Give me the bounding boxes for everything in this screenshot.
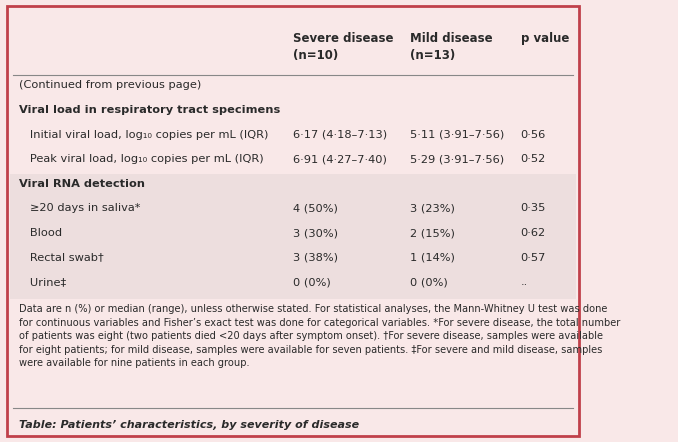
Text: Table: Patients’ characteristics, by severity of disease: Table: Patients’ characteristics, by sev… [19, 419, 359, 430]
FancyBboxPatch shape [10, 174, 576, 299]
Text: 0·56: 0·56 [521, 130, 546, 140]
Text: 0 (0%): 0 (0%) [410, 277, 447, 287]
Text: 5·11 (3·91–7·56): 5·11 (3·91–7·56) [410, 130, 504, 140]
Text: p value: p value [521, 32, 569, 45]
Text: 3 (38%): 3 (38%) [293, 253, 338, 263]
Text: 1 (14%): 1 (14%) [410, 253, 455, 263]
Text: Data are n (%) or median (range), unless otherwise stated. For statistical analy: Data are n (%) or median (range), unless… [19, 304, 620, 369]
Text: 0·35: 0·35 [521, 203, 546, 213]
Text: 0·57: 0·57 [521, 253, 546, 263]
Text: 2 (15%): 2 (15%) [410, 228, 455, 238]
Text: Urine‡: Urine‡ [19, 277, 66, 287]
Text: Viral load in respiratory tract specimens: Viral load in respiratory tract specimen… [19, 105, 280, 115]
Text: 3 (23%): 3 (23%) [410, 203, 455, 213]
Text: Initial viral load, log₁₀ copies per mL (IQR): Initial viral load, log₁₀ copies per mL … [19, 130, 268, 140]
Text: 4 (50%): 4 (50%) [293, 203, 338, 213]
Text: Severe disease
(n=10): Severe disease (n=10) [293, 32, 394, 62]
FancyBboxPatch shape [7, 6, 579, 436]
Text: 6·91 (4·27–7·40): 6·91 (4·27–7·40) [293, 154, 387, 164]
Text: Mild disease
(n=13): Mild disease (n=13) [410, 32, 492, 62]
Text: 0·62: 0·62 [521, 228, 546, 238]
Text: (Continued from previous page): (Continued from previous page) [19, 80, 201, 91]
Text: Peak viral load, log₁₀ copies per mL (IQR): Peak viral load, log₁₀ copies per mL (IQ… [19, 154, 264, 164]
Text: ≥20 days in saliva*: ≥20 days in saliva* [19, 203, 140, 213]
Text: 3 (30%): 3 (30%) [293, 228, 338, 238]
Text: 0·52: 0·52 [521, 154, 546, 164]
Text: Viral RNA detection: Viral RNA detection [19, 179, 145, 189]
Text: ..: .. [521, 277, 528, 287]
Text: Blood: Blood [19, 228, 62, 238]
Text: Rectal swab†: Rectal swab† [19, 253, 104, 263]
Text: 6·17 (4·18–7·13): 6·17 (4·18–7·13) [293, 130, 387, 140]
Text: 0 (0%): 0 (0%) [293, 277, 331, 287]
Text: 5·29 (3·91–7·56): 5·29 (3·91–7·56) [410, 154, 504, 164]
